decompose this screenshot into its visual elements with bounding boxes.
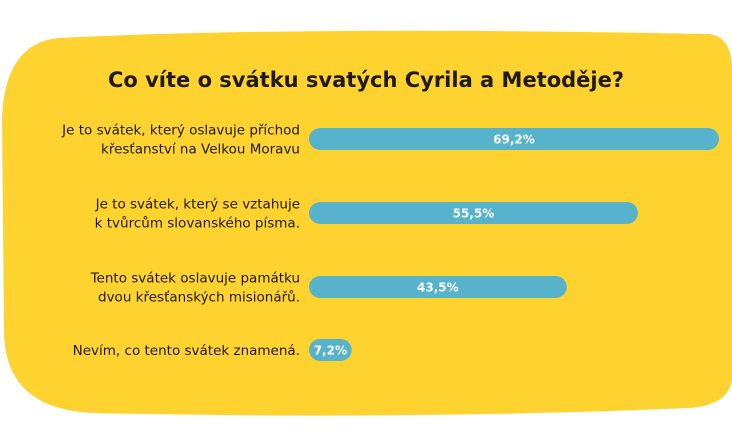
bar-value-label-3: 43,5% [417,281,459,295]
category-label-2-line-1: Je to svátek, který se vztahuje [95,197,300,213]
category-label-1-line-2: křesťanství na Velkou Moravu [101,142,300,158]
bar-value-label-4: 7,2% [314,344,347,358]
bar-1 [309,128,719,150]
bar-4 [309,339,352,361]
bar-2 [309,202,638,224]
category-label-3-line-1: Tento svátek oslavuje památku [90,271,300,287]
category-label-1-line-1: Je to svátek, který oslavuje příchod [61,123,300,139]
bar-3 [309,276,567,298]
category-label-4-line-1: Nevím, co tento svátek znamená. [73,343,300,359]
bars-layer: 69,2% Je to svátek, který oslavuje přícho… [61,123,719,361]
bar-value-label-1: 69,2% [493,133,535,147]
bar-value-label-2: 55,5% [453,207,495,221]
category-label-3-line-2: dvou křesťanských misionářů. [98,290,300,306]
category-label-2-line-2: k tvůrcům slovanského písma. [95,216,300,232]
chart-title: Co víte o svátku svatých Cyrila a Metodě… [108,68,624,92]
